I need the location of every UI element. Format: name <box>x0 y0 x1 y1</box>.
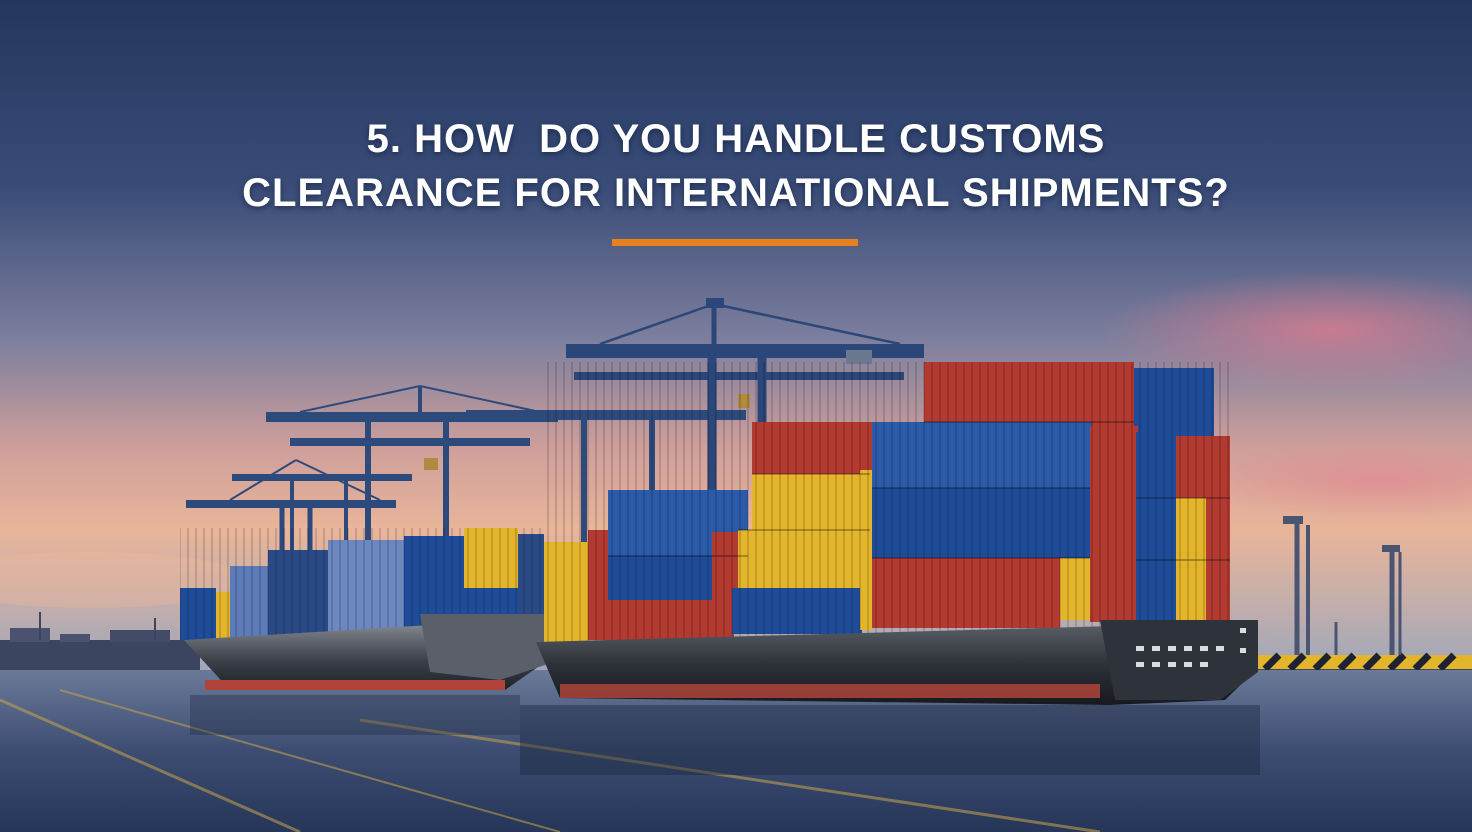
ship-reflection <box>190 695 520 735</box>
title-underline <box>612 239 858 246</box>
container-ship-right <box>536 362 1258 705</box>
title-line-2: CLEARANCE FOR INTERNATIONAL SHIPMENTS? <box>242 171 1230 215</box>
quay-lines <box>0 689 1101 832</box>
pink-cloud <box>1100 270 1472 390</box>
title-line-1: 5. HOW DO YOU HANDLE CUSTOMS <box>366 117 1106 161</box>
distant-port-left <box>0 612 200 670</box>
container-ship-left <box>180 528 548 690</box>
ship-reflection <box>520 705 1260 775</box>
pink-cloud <box>1200 440 1472 520</box>
slide-title: 5. HOW DO YOU HANDLE CUSTOMS CLEARANCE F… <box>0 112 1472 220</box>
